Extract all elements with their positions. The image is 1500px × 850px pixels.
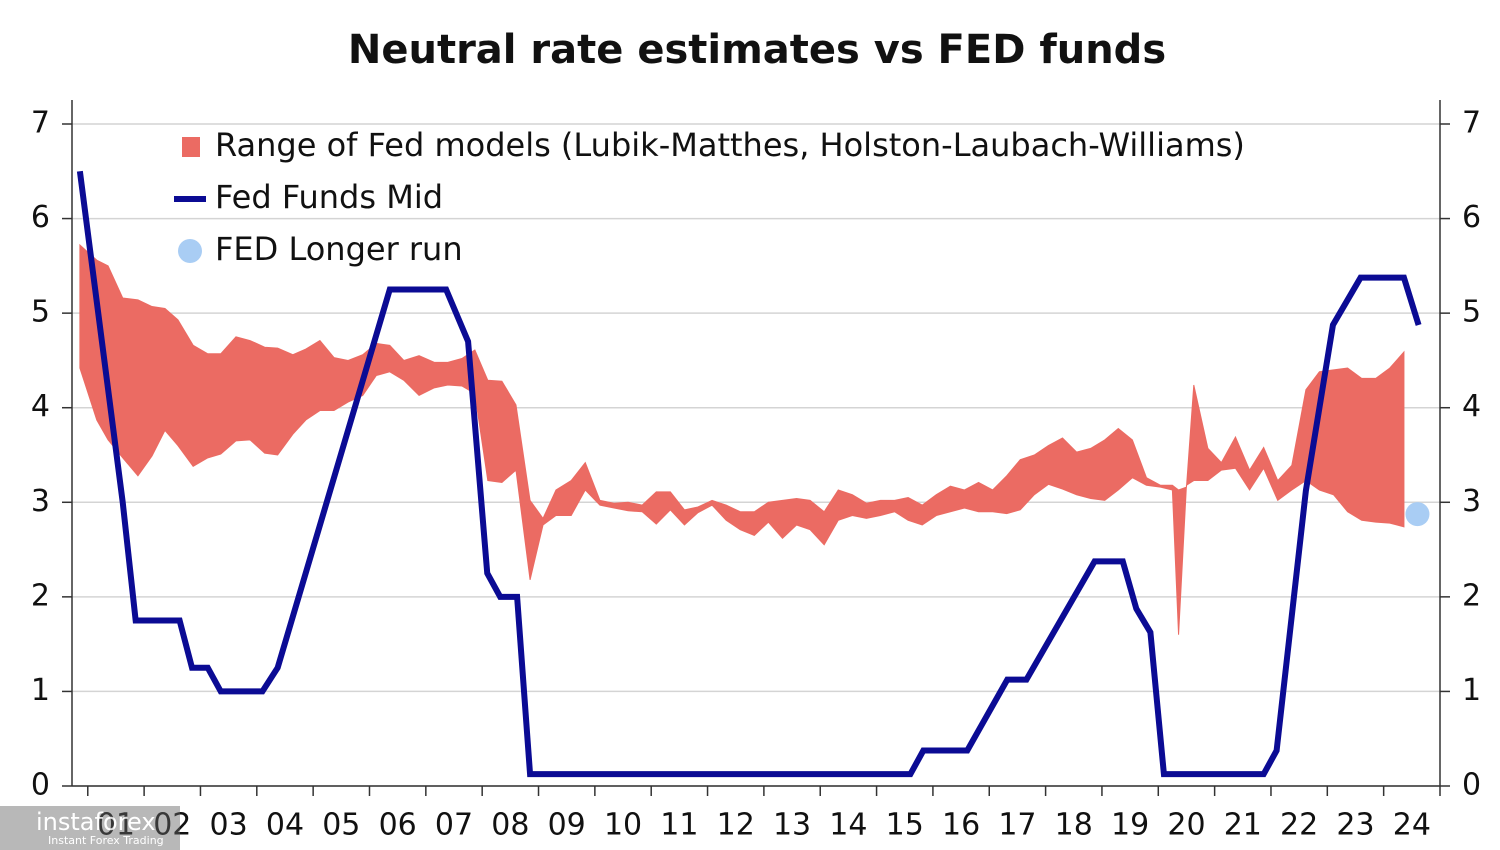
point xyxy=(1405,502,1430,527)
watermark-brand: instaforex xyxy=(36,808,156,836)
x-tick-label: 11 xyxy=(660,808,698,843)
x-tick-label: 17 xyxy=(998,808,1036,843)
y2-tick-label: 1 xyxy=(1462,673,1481,708)
x-tick-label: 20 xyxy=(1167,808,1205,843)
y-tick-label: 2 xyxy=(31,578,50,613)
legend-label: Fed Funds Mid xyxy=(215,178,443,216)
x-tick-label: 23 xyxy=(1336,808,1374,843)
y-tick-label: 3 xyxy=(31,484,50,519)
y-tick-label: 7 xyxy=(31,106,50,141)
x-tick-label: 19 xyxy=(1111,808,1149,843)
y2-tick-label: 7 xyxy=(1462,106,1481,141)
y2-tick-label: 4 xyxy=(1462,389,1481,424)
x-tick-label: 04 xyxy=(266,808,304,843)
y2-tick-label: 5 xyxy=(1462,295,1481,330)
y2-tick-label: 0 xyxy=(1462,768,1481,803)
x-tick-label: 21 xyxy=(1224,808,1262,843)
y2-tick-label: 2 xyxy=(1462,578,1481,613)
x-tick-label: 06 xyxy=(379,808,417,843)
watermark: instaforex Instant Forex Trading xyxy=(0,806,180,850)
x-tick-label: 09 xyxy=(548,808,586,843)
y-tick-label: 1 xyxy=(31,673,50,708)
watermark-bg xyxy=(0,806,180,850)
x-tick-label: 18 xyxy=(1055,808,1093,843)
x-tick-label: 10 xyxy=(604,808,642,843)
y-tick-label: 4 xyxy=(31,389,50,424)
legend-swatch xyxy=(178,239,202,263)
x-tick-label: 07 xyxy=(435,808,473,843)
x-tick-label: 24 xyxy=(1393,808,1431,843)
legend-label: Range of Fed models (Lubik-Matthes, Hols… xyxy=(215,126,1245,164)
x-tick-label: 02 xyxy=(153,808,191,843)
x-tick-label: 13 xyxy=(773,808,811,843)
x-tick-label: 05 xyxy=(322,808,360,843)
legend-swatch xyxy=(182,137,200,157)
y2-tick-label: 6 xyxy=(1462,200,1481,235)
y2-tick-label: 3 xyxy=(1462,484,1481,519)
x-tick-label: 22 xyxy=(1280,808,1318,843)
x-tick-label: 12 xyxy=(717,808,755,843)
x-tick-label: 01 xyxy=(97,808,135,843)
x-tick-label: 08 xyxy=(491,808,529,843)
line xyxy=(76,170,1422,778)
watermark-tagline: Instant Forex Trading xyxy=(48,834,164,847)
x-tick-label: 16 xyxy=(942,808,980,843)
y-tick-label: 5 xyxy=(31,295,50,330)
chart-title: Neutral rate estimates vs FED funds xyxy=(348,27,1166,73)
y-tick-label: 0 xyxy=(31,768,50,803)
y-tick-label: 6 xyxy=(31,200,50,235)
range-band xyxy=(79,243,1405,635)
x-tick-label: 14 xyxy=(829,808,867,843)
x-tick-label: 03 xyxy=(210,808,248,843)
x-tick-label: 15 xyxy=(886,808,924,843)
legend-label: FED Longer run xyxy=(215,230,463,268)
